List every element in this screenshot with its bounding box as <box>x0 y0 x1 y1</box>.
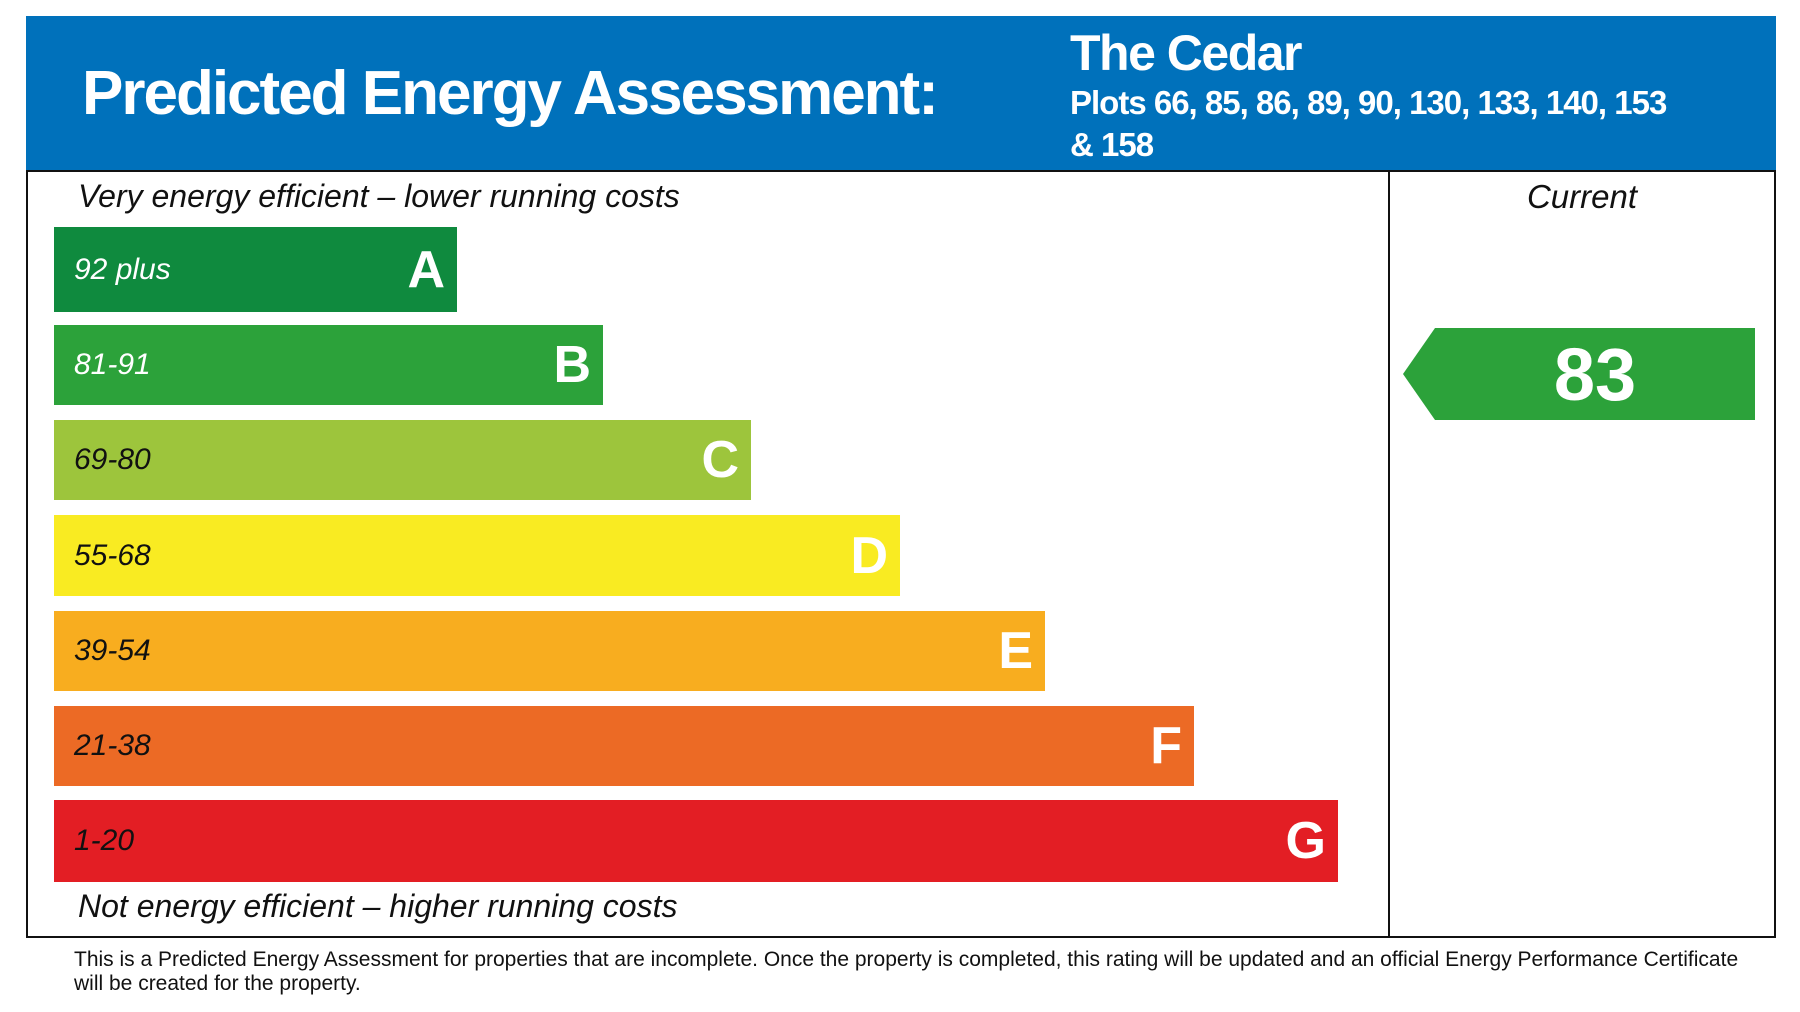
band-range: 1-20 <box>74 824 135 857</box>
band-bar-d: 55-68 D <box>54 515 900 596</box>
band-bar-a: 92 plus A <box>54 227 457 312</box>
column-divider <box>1388 172 1390 936</box>
band-bar-e: 39-54 E <box>54 611 1045 691</box>
current-rating-value: 83 <box>1553 332 1637 416</box>
band-letter: C <box>701 431 739 489</box>
band-range: 69-80 <box>74 443 151 476</box>
band-range: 21-38 <box>74 729 151 762</box>
page-title: Predicted Energy Assessment: <box>82 59 939 128</box>
footnote: This is a Predicted Energy Assessment fo… <box>74 948 1739 995</box>
band-range: 39-54 <box>74 634 151 667</box>
band-bar-c: 69-80 C <box>54 420 751 500</box>
property-name: The Cedar <box>1070 25 1303 81</box>
band-letter: D <box>850 526 888 585</box>
band-bar-b: 81-91 B <box>54 325 603 405</box>
band-letter: A <box>407 240 445 299</box>
plots-list: Plots 66, 85, 86, 89, 90, 130, 133, 140,… <box>1070 84 1667 163</box>
band-bar-g: 1-20 G <box>54 800 1338 882</box>
band-letter: F <box>1150 717 1182 775</box>
current-column-header: Current <box>1526 178 1638 215</box>
band-letter: G <box>1285 812 1326 870</box>
band-letter: B <box>553 336 591 394</box>
current-rating-arrow <box>1403 328 1755 420</box>
band-letter: E <box>998 622 1033 680</box>
band-bar-f: 21-38 F <box>54 706 1194 786</box>
top-scale-label: Very energy efficient – lower running co… <box>78 178 680 214</box>
band-range: 81-91 <box>74 348 151 381</box>
header-banner: Predicted Energy Assessment: The Cedar P… <box>26 16 1776 172</box>
bottom-scale-label: Not energy efficient – higher running co… <box>78 888 678 924</box>
band-range: 92 plus <box>74 252 171 286</box>
band-range: 55-68 <box>74 538 151 572</box>
